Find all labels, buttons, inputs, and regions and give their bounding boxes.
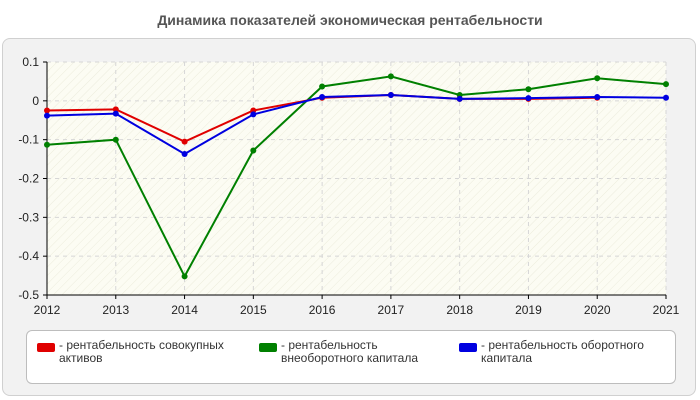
data-point	[112, 106, 119, 113]
legend: - рентабельность совокупных активов - рен…	[26, 330, 676, 384]
data-point	[525, 95, 532, 102]
data-point	[112, 110, 119, 117]
data-point	[525, 86, 532, 93]
legend-label: - рентабельность внеоборотного капитала	[281, 338, 418, 365]
y-tick-label: -0.3	[18, 210, 39, 224]
data-point	[319, 83, 326, 90]
data-point	[594, 75, 601, 82]
axes	[43, 61, 667, 299]
data-point	[181, 273, 188, 280]
x-tick-label: 2020	[584, 303, 611, 317]
data-point	[44, 112, 50, 119]
data-point	[456, 95, 463, 102]
x-tick-label: 2016	[309, 303, 336, 317]
series-lines	[44, 73, 669, 280]
data-point	[250, 147, 257, 154]
x-tick-label: 2015	[240, 303, 267, 317]
data-point	[663, 81, 669, 88]
legend-swatch-green	[259, 343, 277, 352]
data-point	[44, 141, 50, 148]
data-point	[250, 111, 257, 118]
data-point	[319, 94, 326, 100]
y-tick-label: -0.2	[18, 172, 39, 186]
data-point	[181, 151, 188, 157]
legend-swatch-red	[37, 343, 55, 352]
x-tick-label: 2014	[171, 303, 198, 317]
y-tick-label: 0.1	[22, 55, 39, 69]
y-tick-label: 0	[32, 94, 39, 108]
series-line	[46, 93, 667, 156]
x-tick-label: 2021	[653, 303, 680, 317]
data-point	[112, 136, 119, 143]
x-tick-label: 2017	[378, 303, 405, 317]
x-tick-label: 2012	[34, 303, 61, 317]
data-point	[387, 73, 394, 80]
legend-label: - рентабельность совокупных активов	[59, 338, 224, 365]
chart-title: Динамика показателей экономическая рента…	[157, 12, 543, 28]
x-tick-label: 2013	[102, 303, 129, 317]
data-point	[594, 94, 601, 100]
y-tick-label: -0.5	[18, 288, 39, 302]
x-tick-label: 2018	[446, 303, 473, 317]
data-point	[663, 94, 669, 101]
series-line	[46, 75, 667, 279]
data-point	[181, 138, 188, 145]
y-tick-label: -0.4	[18, 249, 39, 263]
legend-label: - рентабельность оборотного капитала	[481, 338, 644, 365]
x-tick-label: 2019	[515, 303, 542, 317]
data-point	[44, 107, 50, 114]
y-tick-label: -0.1	[18, 133, 39, 147]
legend-swatch-blue	[459, 343, 477, 352]
data-point	[387, 92, 394, 98]
